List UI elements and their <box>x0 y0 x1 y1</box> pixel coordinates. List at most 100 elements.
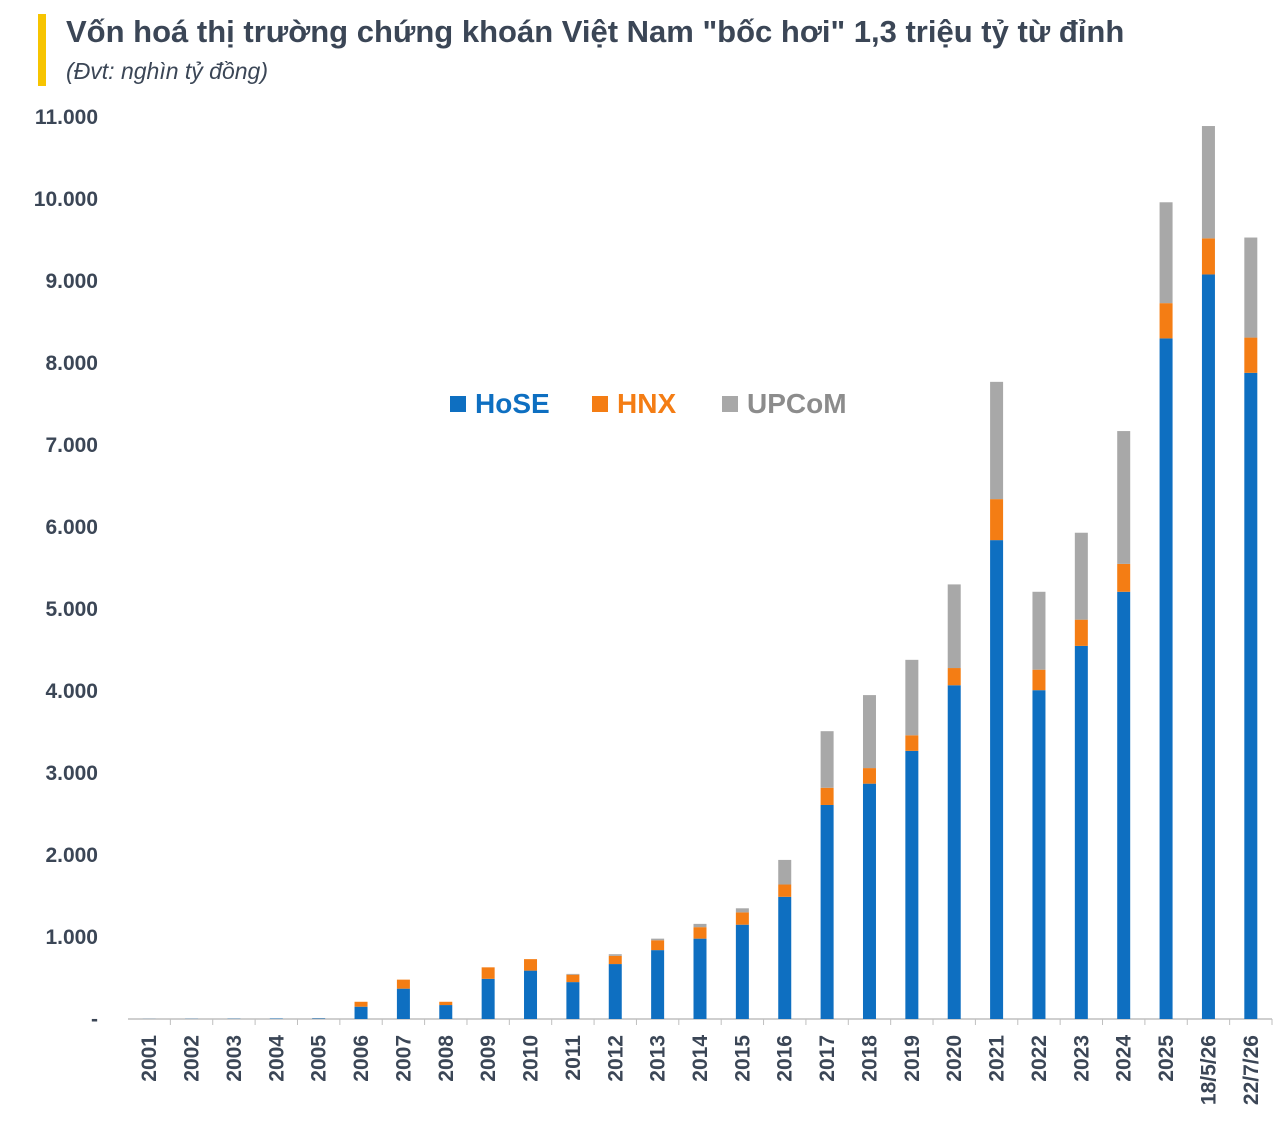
x-tick-label: 2017 <box>816 1035 839 1082</box>
y-tick-label: 1.000 <box>45 926 98 949</box>
bar-upcom-2018 <box>862 695 876 769</box>
bar-hnx-2009 <box>481 967 495 979</box>
bar-upcom-2019 <box>905 659 919 736</box>
x-tick-label: 2012 <box>604 1035 627 1082</box>
chart-title: Vốn hoá thị trường chứng khoán Việt Nam … <box>66 14 1125 49</box>
bar-hnx-2015 <box>735 912 749 925</box>
y-tick-label: 2.000 <box>45 844 98 867</box>
y-tick-label: 7.000 <box>45 434 98 457</box>
x-tick-label: 2020 <box>943 1035 966 1082</box>
bar-upcom-2024 <box>1117 431 1131 564</box>
bar-hose-2016 <box>778 896 792 1019</box>
y-tick-label: 9.000 <box>45 270 98 293</box>
x-tick-label: 2025 <box>1155 1035 1178 1082</box>
bar-hnx-2017 <box>820 787 834 805</box>
bar-hnx-2018 <box>862 768 876 784</box>
bar-hnx-2010 <box>524 959 538 971</box>
chart-subtitle: (Đvt: nghìn tỷ đồng) <box>66 58 268 84</box>
x-tick-label: 2015 <box>731 1035 754 1082</box>
bar-hose-2024 <box>1117 591 1131 1019</box>
x-tick-label: 2007 <box>392 1035 415 1082</box>
legend-label-upcom: UPCoM <box>747 388 847 419</box>
x-tick-label: 2003 <box>223 1035 246 1082</box>
bar-hose-2010 <box>524 970 538 1019</box>
y-tick-label: 4.000 <box>45 680 98 703</box>
x-tick-label: 2019 <box>901 1035 924 1082</box>
bar-hnx-2024 <box>1117 563 1131 592</box>
x-tick-label: 2001 <box>138 1035 161 1082</box>
legend-label-hose: HoSE <box>475 388 550 419</box>
bar-hnx-2014 <box>693 927 707 939</box>
bar-upcom-2012 <box>608 954 622 956</box>
x-tick-label: 2010 <box>520 1035 543 1082</box>
bar-hose-2015 <box>735 924 749 1019</box>
x-tick-label: 2005 <box>308 1035 331 1082</box>
bar-upcom-2020 <box>947 584 961 669</box>
y-tick-label: 11.000 <box>35 106 98 129</box>
legend-swatch-upcom <box>722 396 738 412</box>
x-tick-label: 2024 <box>1113 1035 1136 1082</box>
y-tick-label: 5.000 <box>45 598 98 621</box>
bar-hose-2011 <box>566 982 580 1019</box>
bar-hose-2021 <box>990 540 1004 1019</box>
legend-swatch-hose <box>450 396 466 412</box>
bar-hnx-2006 <box>354 1001 368 1007</box>
x-tick-label: 2021 <box>986 1035 1009 1082</box>
bar-hose-2022 <box>1032 690 1046 1019</box>
x-tick-label: 2014 <box>689 1035 712 1082</box>
bar-upcom-2014 <box>693 923 707 928</box>
bar-upcom-18-5-26 <box>1201 126 1215 239</box>
bar-hnx-18-5-26 <box>1201 238 1215 275</box>
bar-hnx-2008 <box>439 1001 453 1006</box>
x-tick-label: 2008 <box>435 1035 458 1082</box>
bar-hose-2006 <box>354 1006 368 1019</box>
bar-upcom-2016 <box>778 859 792 885</box>
y-tick-label: 10.000 <box>34 188 98 211</box>
legend-swatch-hnx <box>592 396 608 412</box>
bar-upcom-2017 <box>820 731 834 788</box>
x-tick-label: 2016 <box>774 1035 797 1082</box>
bar-hnx-2021 <box>990 499 1004 541</box>
bar-upcom-2025 <box>1159 202 1173 304</box>
bar-hose-2008 <box>439 1005 453 1019</box>
bar-hose-2019 <box>905 750 919 1019</box>
bar-hnx-2011 <box>566 974 580 983</box>
y-tick-label: - <box>91 1008 98 1031</box>
bar-upcom-22-7-26 <box>1244 237 1258 338</box>
bar-hnx-2019 <box>905 735 919 751</box>
bar-hnx-2025 <box>1159 303 1173 339</box>
x-tick-label: 2022 <box>1028 1035 1051 1082</box>
legend-label-hnx: HNX <box>617 388 676 419</box>
bar-upcom-2021 <box>990 381 1004 500</box>
x-tick-label: 2004 <box>265 1035 288 1082</box>
bar-hose-2014 <box>693 938 707 1019</box>
x-tick-label: 2023 <box>1070 1035 1093 1082</box>
bar-hose-2009 <box>481 978 495 1019</box>
bar-hose-2005 <box>312 1018 326 1019</box>
x-tick-label: 22/7/26 <box>1240 1035 1263 1105</box>
bar-hose-2007 <box>396 988 410 1019</box>
bar-upcom-2022 <box>1032 591 1046 670</box>
bar-upcom-2023 <box>1074 532 1088 620</box>
bar-hnx-22-7-26 <box>1244 337 1258 373</box>
y-tick-label: 6.000 <box>45 516 98 539</box>
x-tick-label: 2009 <box>477 1035 500 1082</box>
x-tick-label: 2006 <box>350 1035 373 1082</box>
bar-upcom-2013 <box>651 938 665 941</box>
title-accent-bar <box>38 14 46 86</box>
bar-hnx-2020 <box>947 668 961 686</box>
bar-hose-2012 <box>608 964 622 1019</box>
x-tick-label: 2018 <box>858 1035 881 1082</box>
x-tick-label: 2011 <box>562 1035 585 1081</box>
bar-hnx-2007 <box>396 979 410 989</box>
bar-hose-22-7-26 <box>1244 372 1258 1020</box>
bar-hnx-2013 <box>651 940 665 951</box>
x-tick-label: 2002 <box>181 1035 204 1082</box>
bar-hose-2013 <box>651 950 665 1019</box>
bar-hose-2020 <box>947 685 961 1019</box>
x-tick-label: 18/5/26 <box>1197 1035 1220 1105</box>
bar-hose-2023 <box>1074 645 1088 1019</box>
bar-hnx-2023 <box>1074 619 1088 646</box>
y-tick-label: 8.000 <box>45 352 98 375</box>
